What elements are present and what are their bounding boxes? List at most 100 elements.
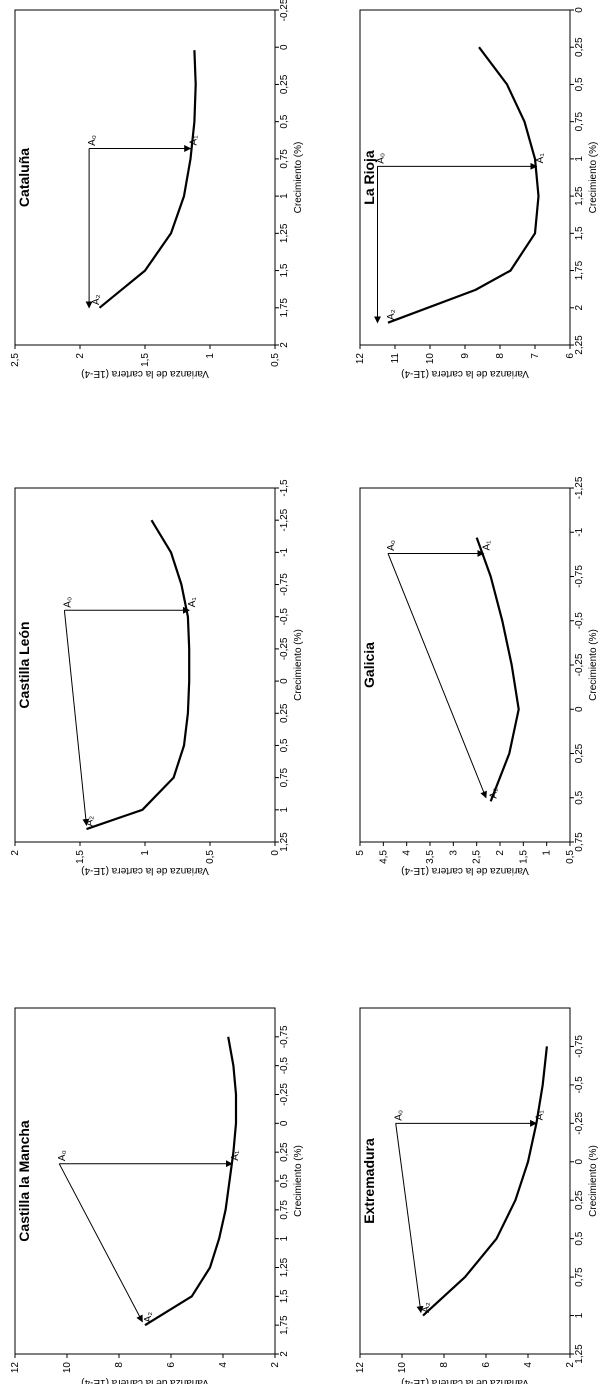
point-label: A₁ [189, 135, 200, 146]
y-axis-label: Varianza de la cartera (1E-4) [81, 865, 209, 876]
chart-title: Castilla León [16, 621, 32, 708]
y-tick-label: 8 [439, 1362, 450, 1368]
point-label: A₀ [57, 1150, 68, 1161]
x-tick-label: 1 [279, 1235, 290, 1241]
x-tick-label: 0,25 [279, 74, 290, 94]
chart-title: Galicia [361, 642, 377, 688]
x-tick-label: 0,25 [574, 743, 585, 763]
x-tick-label: 2,25 [574, 335, 585, 355]
y-tick-label: 0,5 [565, 850, 576, 864]
x-tick-label: 0,25 [279, 703, 290, 723]
x-tick-label: 0,5 [574, 1231, 585, 1245]
x-tick-label: 0,75 [574, 111, 585, 131]
y-tick-label: 4,5 [378, 850, 389, 864]
frontier-line [387, 46, 540, 324]
x-tick-label: -1 [279, 547, 290, 556]
point-label: A₂ [386, 309, 397, 320]
y-tick-label: 0,5 [205, 850, 216, 864]
x-tick-label: 0 [574, 1159, 585, 1165]
x-axis-label: Crecimiento (%) [293, 142, 304, 214]
point-label: A₂ [421, 1302, 432, 1313]
plot-frame [14, 1007, 276, 1355]
frontier-line [422, 1046, 548, 1317]
x-tick-label: -0,25 [279, 637, 290, 660]
y-tick-label: 0,5 [270, 353, 281, 367]
point-label: A₁ [230, 1150, 241, 1161]
y-tick-label: 10 [425, 353, 436, 365]
y-tick-label: 2 [270, 1362, 281, 1368]
chart-la-rioja: La Rioja 0 0,25 0,5 0,75 1 1,25 1,5 1,75 2 2,256 7 8… [355, 7, 599, 379]
chart-title: Cataluña [16, 148, 32, 207]
arrow [58, 1163, 143, 1323]
point-label: A₀ [386, 540, 397, 551]
x-tick-label: 1,75 [279, 1315, 290, 1335]
x-tick-label: 0 [279, 678, 290, 684]
x-tick-label: 0,5 [574, 77, 585, 91]
x-tick-label: -0,75 [279, 1025, 290, 1048]
x-axis-label: Crecimiento (%) [588, 1145, 599, 1217]
chart-extremadura: Extremadura -0,75 -0,5 -0,25 0 0,25 0,5 0,75 1 1,… [355, 1007, 599, 1388]
x-tick-label: -0,75 [574, 1035, 585, 1058]
x-tick-label: -0,25 [574, 653, 585, 676]
frontier-line [86, 519, 191, 831]
y-tick-label: 4 [402, 850, 413, 856]
chart-title: La Rioja [361, 150, 377, 205]
point-label: A₀ [62, 597, 73, 608]
x-tick-label: 1,25 [279, 1257, 290, 1277]
point-label: A₁ [187, 597, 198, 608]
y-tick-label: 4 [523, 1362, 534, 1368]
x-tick-label: -1 [574, 527, 585, 536]
x-tick-label: 1 [574, 156, 585, 162]
x-tick-label: 0,5 [279, 738, 290, 752]
x-tick-label: -0,75 [279, 573, 290, 596]
y-axis-label: Varianza de la cartera (1E-4) [401, 1377, 529, 1384]
y-tick-label: 8 [114, 1362, 125, 1368]
y-axis-label: Varianza de la cartera (1E-4) [401, 865, 529, 876]
x-tick-label: 0,25 [574, 37, 585, 57]
y-tick-label: 1,5 [75, 850, 86, 864]
x-axis-label: Crecimiento (%) [293, 1145, 304, 1217]
x-tick-label: 1 [279, 807, 290, 813]
point-label: A₂ [85, 816, 96, 827]
x-tick-label: 2 [279, 342, 290, 348]
x-tick-label: 1,25 [574, 186, 585, 206]
y-tick-label: 10 [397, 1362, 408, 1374]
x-tick-label: 0,25 [574, 1190, 585, 1210]
y-tick-label: 1 [205, 353, 216, 359]
y-tick-label: 10 [62, 1362, 73, 1374]
point-label: A₁ [534, 1110, 545, 1121]
x-tick-label: -0,5 [574, 612, 585, 630]
x-tick-label: 0,5 [279, 114, 290, 128]
frontier-line [475, 537, 520, 802]
y-tick-label: 12 [355, 1362, 366, 1374]
x-axis-label: Crecimiento (%) [588, 142, 599, 214]
x-tick-label: 2 [279, 1351, 290, 1357]
point-label: A₀ [394, 1110, 405, 1121]
x-tick-label: -0,75 [574, 565, 585, 588]
y-tick-label: 12 [355, 353, 366, 365]
y-tick-label: 8 [495, 353, 506, 359]
x-tick-label: -0,25 [279, 1083, 290, 1106]
x-tick-label: 1,5 [279, 263, 290, 277]
x-tick-label: 1 [574, 1312, 585, 1318]
point-label: A₁ [482, 540, 493, 551]
x-tick-label: 1,5 [574, 226, 585, 240]
chart-title: Castilla la Mancha [16, 1120, 32, 1242]
chart-title: Extremadura [361, 1138, 377, 1224]
x-tick-label: -0,5 [279, 608, 290, 626]
x-tick-label: 0 [574, 706, 585, 712]
y-tick-label: 9 [460, 353, 471, 359]
x-tick-label: 0,5 [279, 1174, 290, 1188]
arrow [387, 553, 487, 799]
x-tick-label: 1,5 [279, 1289, 290, 1303]
x-tick-label: 0 [279, 1120, 290, 1126]
y-tick-label: 0 [270, 850, 281, 856]
x-axis-label: Crecimiento (%) [588, 629, 599, 701]
x-tick-label: -1,5 [279, 479, 290, 497]
chart-cataluña: Cataluña -0,25 0 0,25 0,5 0,75 1 1,25 1,5 1,75 2 0,… [10, 0, 304, 379]
frontier-line [144, 1036, 238, 1327]
point-label: A₂ [143, 1312, 154, 1323]
y-tick-label: 6 [166, 1362, 177, 1368]
x-tick-label: -0,25 [574, 1112, 585, 1135]
